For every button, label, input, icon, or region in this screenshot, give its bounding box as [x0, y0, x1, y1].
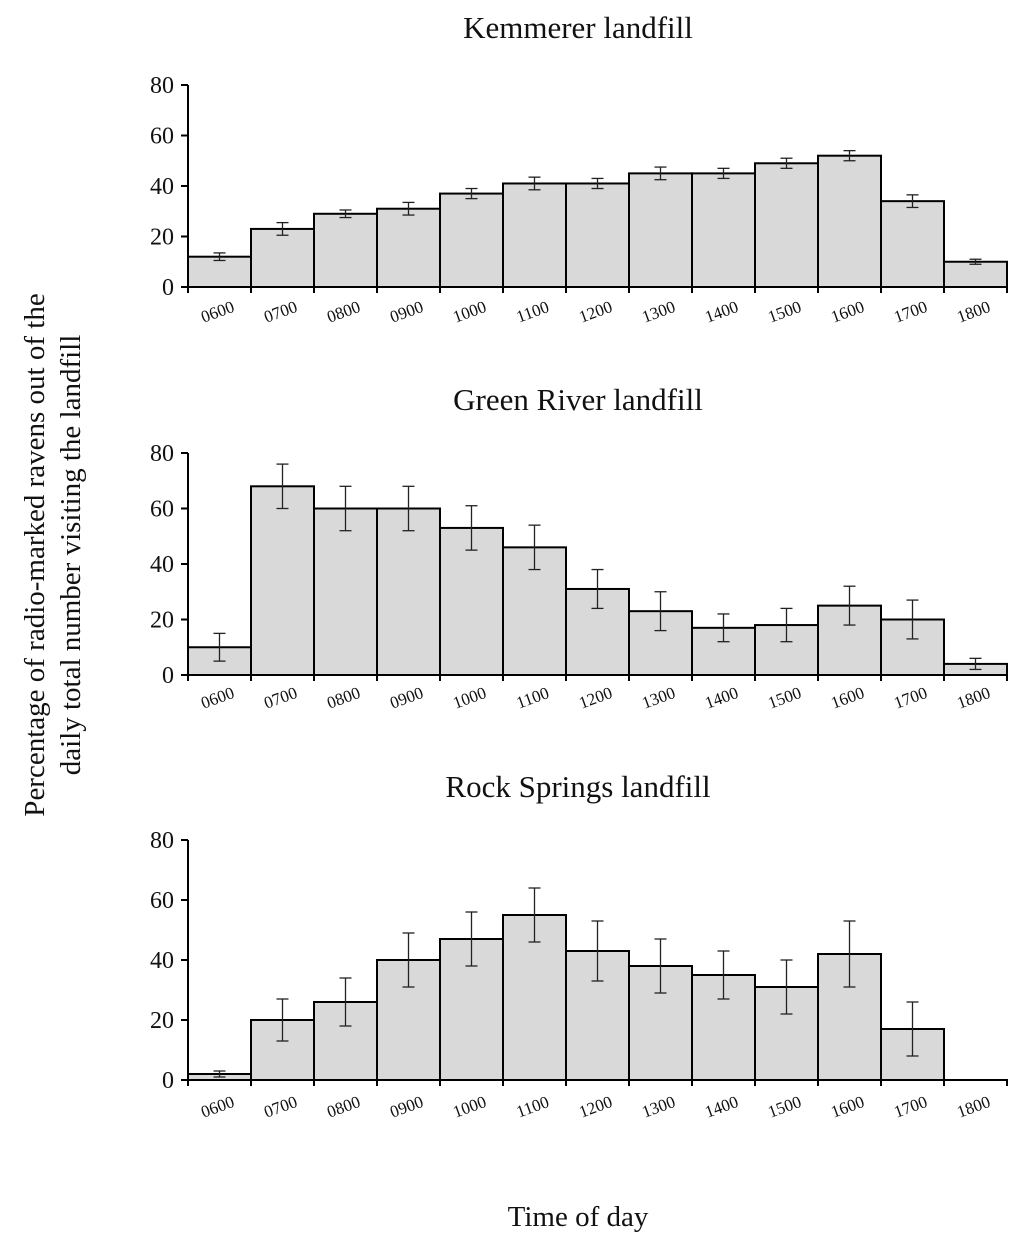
green-river-y-tick-label: 80 — [150, 441, 174, 467]
rock-springs-y-tick-label: 40 — [150, 948, 174, 974]
y-axis-label-line1: Percentage of radio-marked ravens out of… — [19, 293, 51, 816]
green-river-x-tick-label: 1500 — [765, 683, 803, 712]
kemmerer-x-tick-label: 1700 — [891, 297, 929, 326]
x-axis-label: Time of day — [508, 1201, 649, 1233]
y-axis-label-line2: daily total number visiting the landfill — [55, 335, 87, 776]
kemmerer-x-tick-label: 1800 — [954, 297, 992, 326]
kemmerer-y-tick-label: 60 — [150, 124, 174, 150]
rock-springs-x-tick-label: 1700 — [891, 1092, 929, 1121]
kemmerer-bar — [628, 172, 693, 288]
green-river-x-tick-label: 1000 — [450, 683, 488, 712]
green-river-y-tick-label: 60 — [150, 497, 174, 523]
rock-springs-x-tick-label: 1400 — [702, 1092, 740, 1121]
kemmerer-y-tick-label: 40 — [150, 174, 174, 200]
kemmerer-bar — [250, 227, 315, 289]
kemmerer-x-tick-label: 1000 — [450, 297, 488, 326]
rock-springs-x-tick-label: 0800 — [324, 1092, 362, 1121]
green-river-x-tick-label: 1400 — [702, 683, 740, 712]
rock-springs-x-tick-label: 1600 — [828, 1092, 866, 1121]
kemmerer-bar — [565, 182, 630, 289]
kemmerer-x-tick-label: 0600 — [198, 297, 236, 326]
rock-springs-x-tick-label: 1200 — [576, 1092, 614, 1121]
kemmerer-x-tick-label: 1500 — [765, 297, 803, 326]
rock-springs-x-tick-label: 1500 — [765, 1092, 803, 1121]
rock-springs-y-tick-label: 60 — [150, 888, 174, 914]
green-river-bar — [376, 507, 441, 676]
green-river-x-tick-label: 1100 — [514, 683, 552, 712]
kemmerer-y-tick-label: 20 — [150, 225, 174, 251]
rock-springs-x-tick-label: 1300 — [639, 1092, 677, 1121]
green-river-chart-title: Green River landfill — [453, 382, 703, 417]
green-river-bar — [439, 526, 504, 676]
green-river-x-tick-label: 0700 — [261, 683, 299, 712]
green-river-x-tick-label: 0600 — [198, 683, 236, 712]
green-river-x-tick-label: 0800 — [324, 683, 362, 712]
kemmerer-chart-title: Kemmerer landfill — [463, 10, 693, 45]
kemmerer-bar — [817, 154, 882, 288]
kemmerer-bar — [313, 212, 378, 288]
kemmerer-bar — [502, 182, 567, 289]
green-river-bar — [313, 507, 378, 676]
rock-springs-x-tick-label: 1100 — [514, 1092, 552, 1121]
rock-springs-x-tick-label: 1800 — [954, 1092, 992, 1121]
kemmerer-x-tick-label: 1400 — [702, 297, 740, 326]
rock-springs-x-tick-label: 0600 — [198, 1092, 236, 1121]
rock-springs-x-tick-label: 1000 — [450, 1092, 488, 1121]
kemmerer-y-tick-label: 0 — [162, 275, 174, 301]
green-river-x-tick-label: 1200 — [576, 683, 614, 712]
green-river-x-tick-label: 1700 — [891, 683, 929, 712]
green-river-y-tick-label: 40 — [150, 552, 174, 578]
kemmerer-bar — [187, 255, 252, 289]
kemmerer-bar — [880, 200, 945, 288]
green-river-y-tick-label: 20 — [150, 608, 174, 634]
kemmerer-bar — [691, 172, 756, 288]
kemmerer-x-tick-label: 0700 — [261, 297, 299, 326]
green-river-y-tick-label: 0 — [162, 663, 174, 689]
green-river-bar — [250, 485, 315, 676]
green-river-x-tick-label: 0900 — [387, 683, 425, 712]
green-river-x-tick-label: 1600 — [828, 683, 866, 712]
rock-springs-x-tick-label: 0900 — [387, 1092, 425, 1121]
kemmerer-x-tick-label: 1200 — [576, 297, 614, 326]
kemmerer-x-tick-label: 1100 — [514, 297, 552, 326]
green-river-x-tick-label: 1800 — [954, 683, 992, 712]
rock-springs-y-tick-label: 80 — [150, 828, 174, 854]
kemmerer-bar — [943, 260, 1008, 288]
kemmerer-x-tick-label: 1600 — [828, 297, 866, 326]
rock-springs-chart-title: Rock Springs landfill — [445, 769, 710, 804]
kemmerer-bar — [376, 207, 441, 289]
rock-springs-y-tick-label: 0 — [162, 1068, 174, 1094]
kemmerer-y-tick-label: 80 — [150, 73, 174, 99]
rock-springs-x-tick-label: 0700 — [261, 1092, 299, 1121]
green-river-x-tick-label: 1300 — [639, 683, 677, 712]
kemmerer-x-tick-label: 0800 — [324, 297, 362, 326]
kemmerer-x-tick-label: 0900 — [387, 297, 425, 326]
kemmerer-bar — [754, 162, 819, 288]
rock-springs-y-tick-label: 20 — [150, 1008, 174, 1034]
kemmerer-bar — [439, 192, 504, 288]
kemmerer-x-tick-label: 1300 — [639, 297, 677, 326]
